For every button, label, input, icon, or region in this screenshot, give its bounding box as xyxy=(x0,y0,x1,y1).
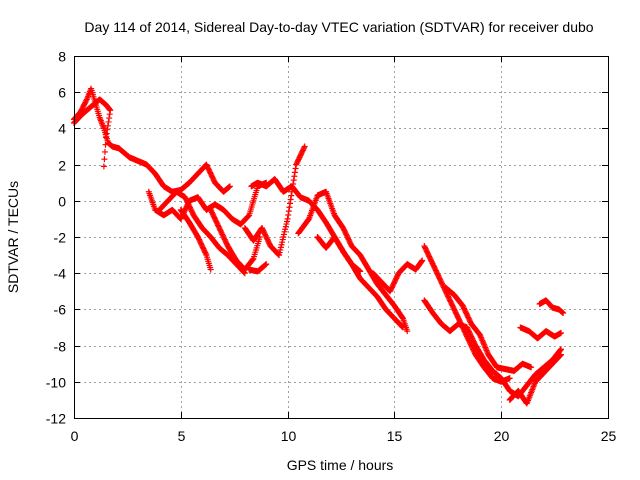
data-point xyxy=(301,144,308,151)
y-tick-label: 8 xyxy=(58,49,66,65)
x-tick-label: 0 xyxy=(71,428,79,444)
data-point xyxy=(290,177,297,184)
series-arc12 xyxy=(314,234,406,331)
data-point xyxy=(83,97,90,104)
data-point xyxy=(399,324,406,331)
data-point xyxy=(103,130,110,137)
data-point xyxy=(301,143,308,150)
data-point xyxy=(101,156,108,163)
y-axis-tick-labels: -12 -10 -8 -6 -4 -2 0 2 4 6 8 xyxy=(46,49,66,427)
y-tick-label: 6 xyxy=(58,85,66,101)
data-point xyxy=(286,204,293,211)
data-point xyxy=(105,118,112,125)
x-tick-label: 15 xyxy=(387,428,403,444)
y-tick-label: -10 xyxy=(46,375,66,391)
series-arc15 xyxy=(421,297,565,400)
y-tick-label: -6 xyxy=(54,302,67,318)
data-point xyxy=(103,134,110,141)
series-arc13 xyxy=(370,257,426,295)
series-arc19 xyxy=(536,297,567,317)
data-point xyxy=(101,148,108,155)
series-arc2 xyxy=(71,96,114,170)
series-arc11 xyxy=(295,188,411,335)
plot-frame xyxy=(74,56,609,419)
series-arc18 xyxy=(517,324,565,342)
grid xyxy=(74,56,608,418)
series-arc16 xyxy=(442,284,535,374)
data-point xyxy=(557,346,564,353)
data-point xyxy=(558,351,565,358)
data-point xyxy=(285,208,292,215)
y-tick-label: 2 xyxy=(58,158,66,174)
y-axis-title: SDTVAR / TECUs xyxy=(5,181,21,293)
data-point xyxy=(249,256,256,263)
data-point xyxy=(291,169,298,176)
data-point xyxy=(226,183,233,190)
y-tick-label: -12 xyxy=(46,411,66,427)
data-point xyxy=(106,115,113,122)
series-arc7 xyxy=(207,206,263,273)
data-point xyxy=(506,375,513,382)
plot-points xyxy=(71,85,567,407)
series-arc3 xyxy=(115,145,233,195)
data-point xyxy=(419,257,426,264)
x-tick-label: 5 xyxy=(178,428,186,444)
data-point xyxy=(244,213,251,220)
y-tick-label: -2 xyxy=(54,230,67,246)
x-tick-label: 20 xyxy=(494,428,510,444)
data-point xyxy=(558,329,565,336)
x-tick-label: 25 xyxy=(601,428,617,444)
data-point xyxy=(100,163,107,170)
data-point xyxy=(287,200,294,207)
data-point xyxy=(284,215,291,222)
series-arc8 xyxy=(241,143,308,259)
data-point xyxy=(292,165,299,172)
data-point xyxy=(245,212,252,219)
data-point xyxy=(106,111,113,118)
series-arc17 xyxy=(506,351,565,407)
data-point xyxy=(263,261,270,268)
chart-title: Day 114 of 2014, Sidereal Day-to-day VTE… xyxy=(84,19,593,35)
data-point xyxy=(202,250,209,257)
data-point xyxy=(291,173,298,180)
data-point xyxy=(107,107,114,114)
data-point xyxy=(558,346,565,353)
y-tick-label: 0 xyxy=(58,194,66,210)
data-point xyxy=(102,141,109,148)
data-point xyxy=(287,196,294,203)
data-point xyxy=(104,126,111,133)
data-point xyxy=(104,122,111,129)
data-point xyxy=(560,310,567,317)
data-point xyxy=(398,323,405,330)
y-tick-label: -4 xyxy=(54,266,67,282)
x-axis-title: GPS time / hours xyxy=(287,457,394,473)
series-arc6 xyxy=(177,206,214,273)
x-axis-tick-labels: 0 5 10 15 20 25 xyxy=(71,428,617,444)
data-point xyxy=(556,352,563,359)
data-point xyxy=(399,314,406,321)
data-point xyxy=(288,192,295,199)
y-tick-label: -8 xyxy=(54,339,67,355)
y-tick-label: 4 xyxy=(58,121,66,137)
series-arc10 xyxy=(246,261,270,275)
data-point xyxy=(557,352,564,359)
data-point xyxy=(399,323,406,330)
data-point xyxy=(285,212,292,219)
data-point xyxy=(528,364,535,371)
data-point xyxy=(404,328,411,335)
x-tick-label: 10 xyxy=(281,428,297,444)
series-arc5 xyxy=(156,188,248,277)
data-point xyxy=(207,266,214,273)
